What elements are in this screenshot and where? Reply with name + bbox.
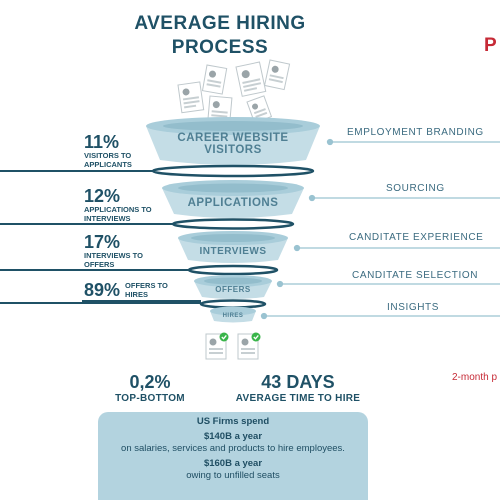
- spend-info-box: US Firms spend $140B a year on salaries,…: [98, 412, 368, 500]
- side-label-sourcing: SOURCING: [386, 183, 445, 194]
- conversion-applications-interviews: 12% APPLICATIONS TO INTERVIEWS: [84, 186, 152, 223]
- stage-label-applications: APPLICATIONS: [187, 197, 279, 209]
- stage-label-offers: OFFERS: [215, 285, 251, 294]
- hired-resume-icons: [205, 332, 261, 360]
- side-label-candidate-selection: CANDITATE SELECTION: [352, 270, 479, 281]
- stage-label-interviews: INTERVIEWS: [199, 246, 267, 257]
- funnel-ring: [187, 264, 279, 276]
- side-label-insights: INSIGHTS: [387, 302, 440, 313]
- cutoff-note: 2-month p: [452, 372, 498, 383]
- funnel-ring: [171, 218, 295, 230]
- stage-label-visitors: CAREER WEBSITE VISITORS: [177, 132, 289, 156]
- funnel-stage-offers: [194, 275, 272, 299]
- conversion-offers-hires: 89% OFFERS TO HIRES: [84, 280, 168, 300]
- stat-top-bottom: 0,2% TOP-BOTTOM: [115, 372, 185, 404]
- funnel-ring: [199, 299, 267, 309]
- stage-label-hires: HIRES: [222, 313, 244, 319]
- stat-time-to-hire: 43 DAYS AVERAGE TIME TO HIRE: [235, 372, 361, 404]
- side-label-candidate-experience: CANDITATE EXPERIENCE: [349, 232, 484, 243]
- funnel-stage-interviews: [178, 231, 288, 263]
- funnel-stage-hires: [210, 306, 256, 323]
- funnel-ring: [151, 164, 315, 178]
- cutoff-heading: P: [484, 35, 497, 56]
- side-label-employment-branding: EMPLOYMENT BRANDING: [347, 127, 484, 138]
- conversion-visitors-applicants: 11% VISITORS TO APPLICANTS: [84, 132, 132, 169]
- funnel-stage-applications: [162, 180, 304, 218]
- resume-icons: [177, 59, 291, 125]
- right-connectors: [260, 138, 500, 320]
- conversion-interviews-offers: 17% INTERVIEWS TO OFFERS: [84, 232, 143, 269]
- funnel-stage-visitors: [146, 117, 320, 165]
- page-title: AVERAGE HIRING PROCESS: [134, 13, 306, 58]
